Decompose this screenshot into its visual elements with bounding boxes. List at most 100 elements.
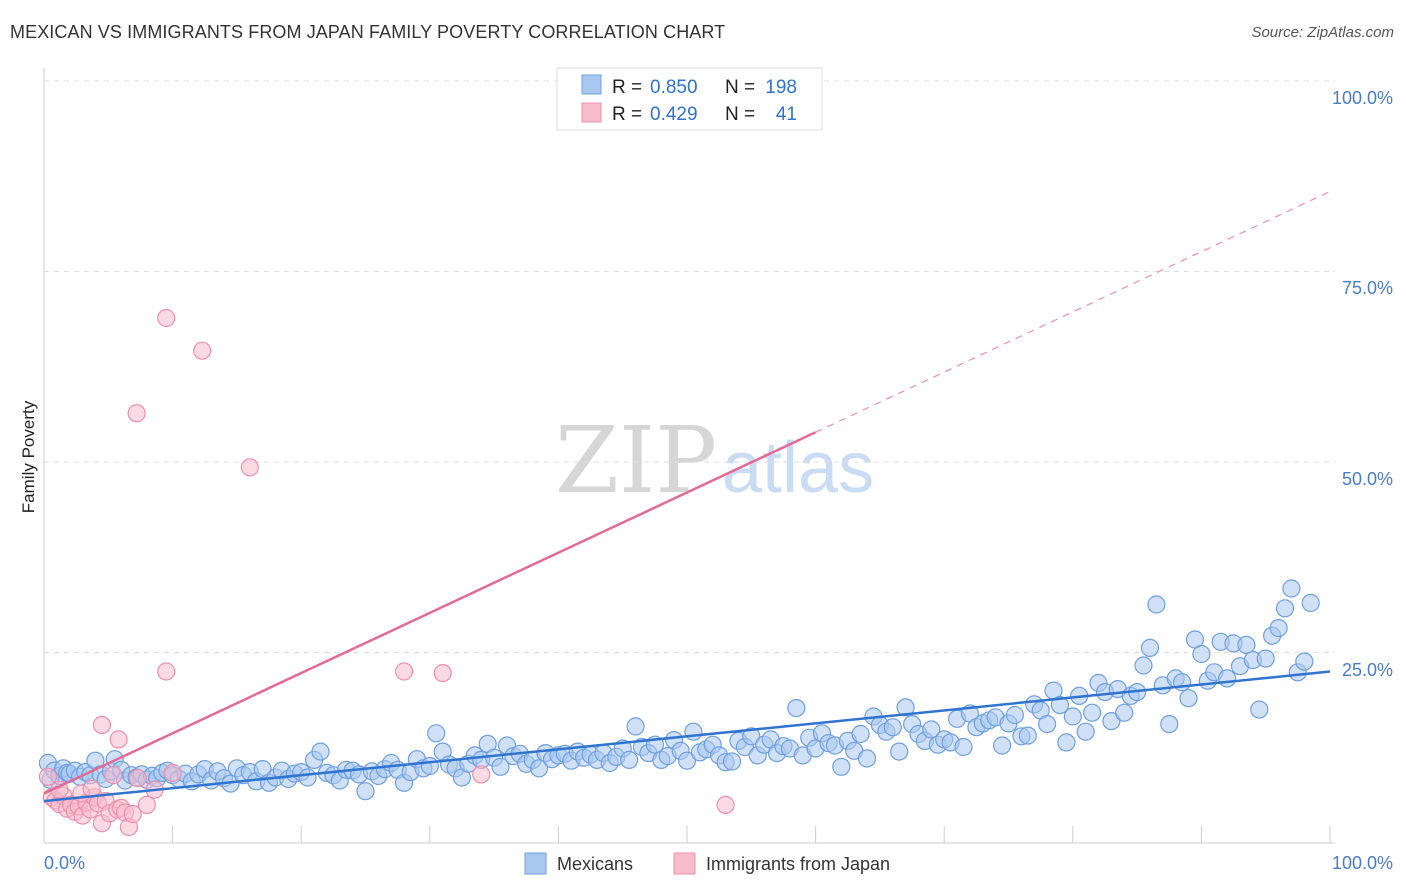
stats-r-label-japan: R = [612, 104, 642, 125]
point-mexicans [1217, 669, 1237, 688]
point-mexicans [298, 768, 317, 787]
y-tick-label-75: 75.0% [1342, 278, 1393, 298]
point-mexicans [832, 757, 851, 776]
point-mexicans [491, 757, 510, 776]
legend-label-mexicans: Mexicans [557, 854, 633, 874]
point-japan [109, 730, 128, 749]
point-mexicans [1076, 722, 1095, 741]
stats-legend-swatch-mexicans [581, 74, 602, 95]
watermark: ZIP atlas [555, 407, 874, 514]
stats-r-value-japan: 0.429 [650, 104, 698, 125]
point-mexicans [857, 749, 877, 768]
series-japan-points [38, 308, 735, 837]
legend-swatch-japan [673, 852, 696, 875]
point-mexicans [1179, 689, 1198, 708]
y-tick-label-50: 50.0% [1342, 469, 1393, 489]
point-japan [92, 715, 112, 735]
point-mexicans [1250, 700, 1269, 719]
point-mexicans [890, 742, 909, 761]
stats-n-value-mexicans: 198 [765, 77, 797, 98]
point-mexicans [787, 698, 806, 718]
point-mexicans [851, 724, 870, 744]
point-japan [137, 795, 156, 815]
point-japan [240, 458, 259, 477]
point-mexicans [1147, 595, 1166, 614]
stats-r-label-mexicans: R = [612, 77, 642, 98]
point-mexicans [1134, 656, 1153, 675]
point-mexicans [1005, 705, 1025, 725]
point-mexicans [742, 727, 761, 746]
point-mexicans [1050, 695, 1070, 715]
point-mexicans [356, 782, 375, 801]
x-tick-label-100: 100.0% [1332, 853, 1393, 873]
point-japan [193, 341, 212, 360]
point-mexicans [954, 737, 973, 757]
x-axis-ticks [172, 826, 1331, 843]
point-mexicans [1282, 579, 1301, 598]
point-mexicans [619, 750, 639, 770]
point-mexicans [922, 720, 941, 739]
point-mexicans [1140, 638, 1160, 658]
legend-label-japan: Immigrants from Japan [706, 854, 890, 874]
chart-title: MEXICAN VS IMMIGRANTS FROM JAPAN FAMILY … [10, 22, 726, 42]
point-mexicans [1269, 618, 1288, 638]
point-mexicans [1275, 599, 1295, 618]
point-mexicans [1082, 703, 1102, 722]
point-japan [433, 663, 452, 683]
source-credit: Source: ZipAtlas.com [1251, 24, 1394, 41]
trend-lines [43, 190, 1331, 803]
point-mexicans [1063, 707, 1082, 726]
point-japan [38, 767, 58, 786]
series-mexicans-points [38, 579, 1320, 801]
x-tick-label-0: 0.0% [44, 853, 85, 873]
point-mexicans [1256, 649, 1275, 668]
stats-n-label-mexicans: N = [725, 77, 755, 98]
stats-n-label-japan: N = [725, 104, 755, 125]
legend-swatch-mexicans [524, 852, 547, 875]
stats-n-value-japan: 41 [776, 104, 797, 125]
point-japan [157, 308, 176, 328]
point-mexicans [626, 717, 645, 736]
point-mexicans [722, 752, 742, 771]
point-mexicans [420, 756, 439, 776]
stats-r-value-mexicans: 0.850 [650, 77, 698, 98]
point-mexicans [427, 724, 446, 743]
point-mexicans [1237, 635, 1256, 655]
point-mexicans [1115, 703, 1134, 722]
point-japan [716, 795, 735, 815]
point-mexicans [1301, 593, 1320, 613]
point-mexicans [992, 736, 1012, 755]
point-japan [157, 662, 176, 681]
point-japan [395, 662, 414, 681]
series-legend: Mexicans Immigrants from Japan [524, 852, 890, 875]
point-mexicans [1192, 644, 1211, 664]
point-japan [123, 804, 142, 824]
point-mexicans [883, 718, 902, 737]
point-mexicans [1102, 711, 1121, 731]
trend-line-mexicans [43, 670, 1331, 803]
point-mexicans [684, 722, 703, 741]
point-japan [104, 766, 123, 785]
point-mexicans [1018, 726, 1037, 745]
point-mexicans [311, 742, 330, 761]
trend-line-japan [43, 431, 817, 795]
point-mexicans [1160, 714, 1179, 734]
point-mexicans [1295, 652, 1314, 671]
point-japan [472, 765, 491, 784]
point-japan [163, 763, 182, 783]
point-mexicans [529, 759, 549, 778]
stats-legend-swatch-japan [581, 102, 602, 123]
stats-legend: R = 0.850 N = 198 R = 0.429 N = 41 [556, 67, 823, 131]
point-japan [127, 404, 146, 423]
y-axis-label: Family Poverty [19, 400, 38, 513]
y-tick-label-25: 25.0% [1342, 660, 1393, 680]
trend-line-japan-extension [815, 190, 1331, 433]
gridlines [44, 80, 1335, 653]
point-mexicans [1037, 714, 1057, 734]
point-mexicans [1057, 733, 1076, 752]
point-japan [128, 769, 147, 788]
point-mexicans [896, 698, 915, 717]
y-tick-label-100: 100.0% [1332, 88, 1393, 108]
point-mexicans [677, 751, 697, 770]
